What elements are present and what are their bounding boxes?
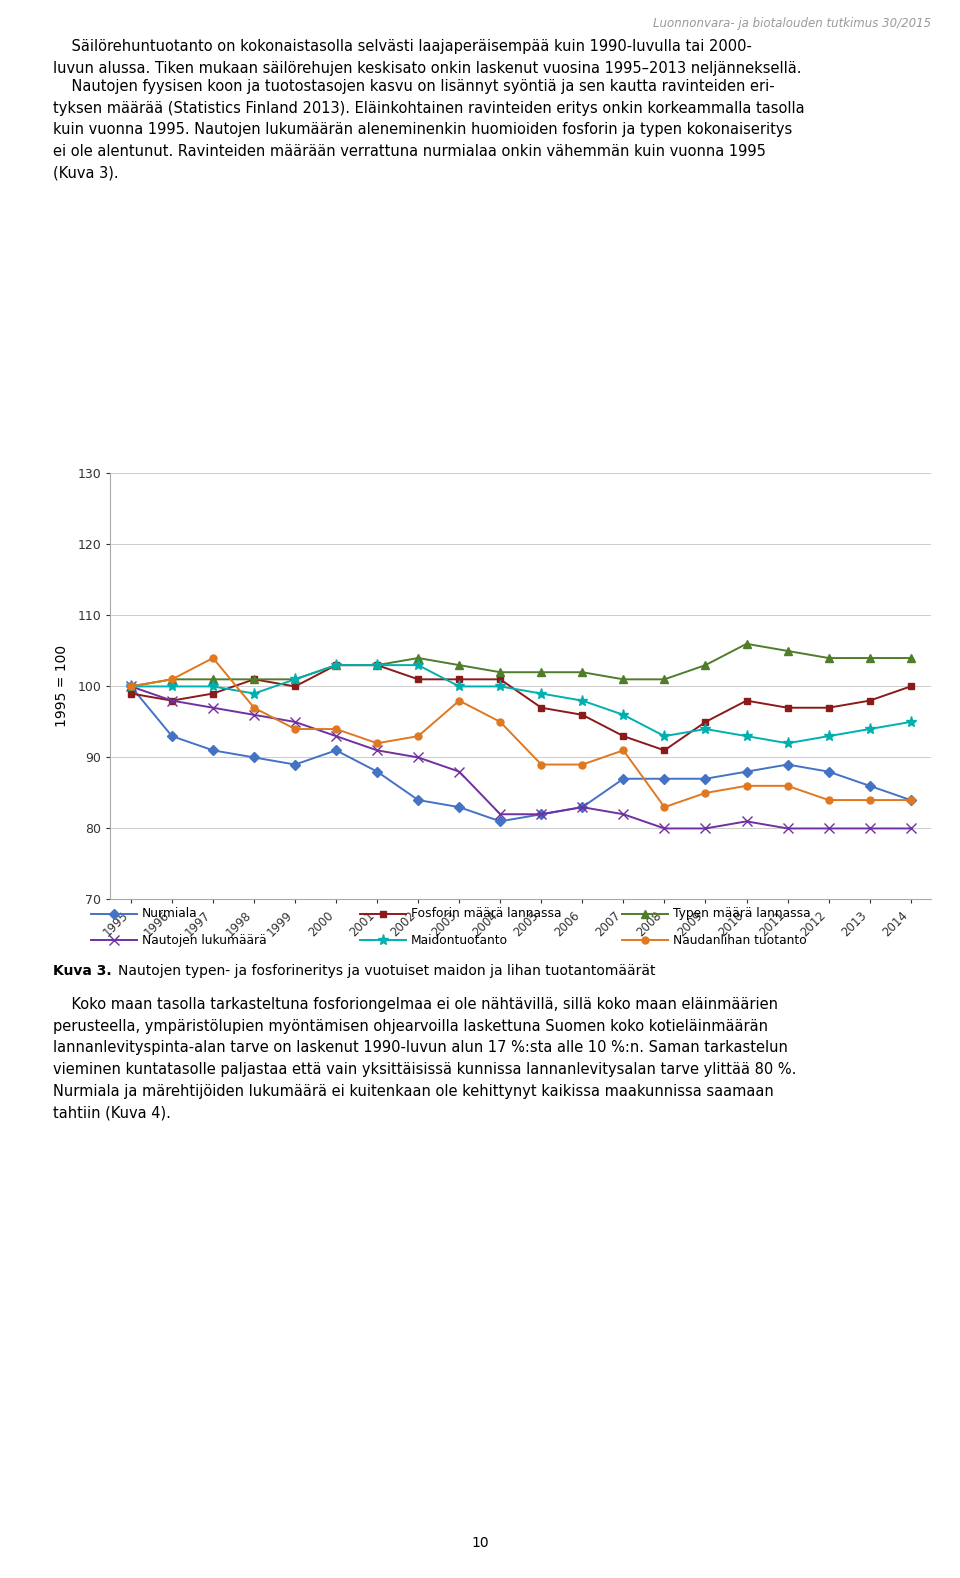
Text: Nautojen lukumäärä: Nautojen lukumäärä <box>142 934 267 947</box>
Text: Nurmiala: Nurmiala <box>142 907 198 920</box>
Text: Säilörehuntuotanto on kokonaistasolla selvästi laajaperäisempää kuin 1990-luvull: Säilörehuntuotanto on kokonaistasolla se… <box>53 39 802 76</box>
Text: Kuva 3.: Kuva 3. <box>53 964 111 978</box>
Text: Maidontuotanto: Maidontuotanto <box>411 934 508 947</box>
Text: Luonnonvara- ja biotalouden tutkimus 30/2015: Luonnonvara- ja biotalouden tutkimus 30/… <box>653 17 931 30</box>
Text: Koko maan tasolla tarkasteltuna fosforiongelmaa ei ole nähtävillä, sillä koko ma: Koko maan tasolla tarkasteltuna fosforio… <box>53 997 796 1120</box>
Text: Typen määrä lannassa: Typen määrä lannassa <box>673 907 810 920</box>
Text: Nautojen fyysisen koon ja tuotostasojen kasvu on lisännyt syöntiä ja sen kautta : Nautojen fyysisen koon ja tuotostasojen … <box>53 79 804 180</box>
Y-axis label: 1995 = 100: 1995 = 100 <box>55 645 69 727</box>
Text: 10: 10 <box>471 1535 489 1550</box>
Text: Nautojen typen- ja fosforineritys ja vuotuiset maidon ja lihan tuotantomäärät: Nautojen typen- ja fosforineritys ja vuo… <box>118 964 656 978</box>
Text: Fosforin määrä lannassa: Fosforin määrä lannassa <box>411 907 562 920</box>
Text: Naudanlihan tuotanto: Naudanlihan tuotanto <box>673 934 806 947</box>
